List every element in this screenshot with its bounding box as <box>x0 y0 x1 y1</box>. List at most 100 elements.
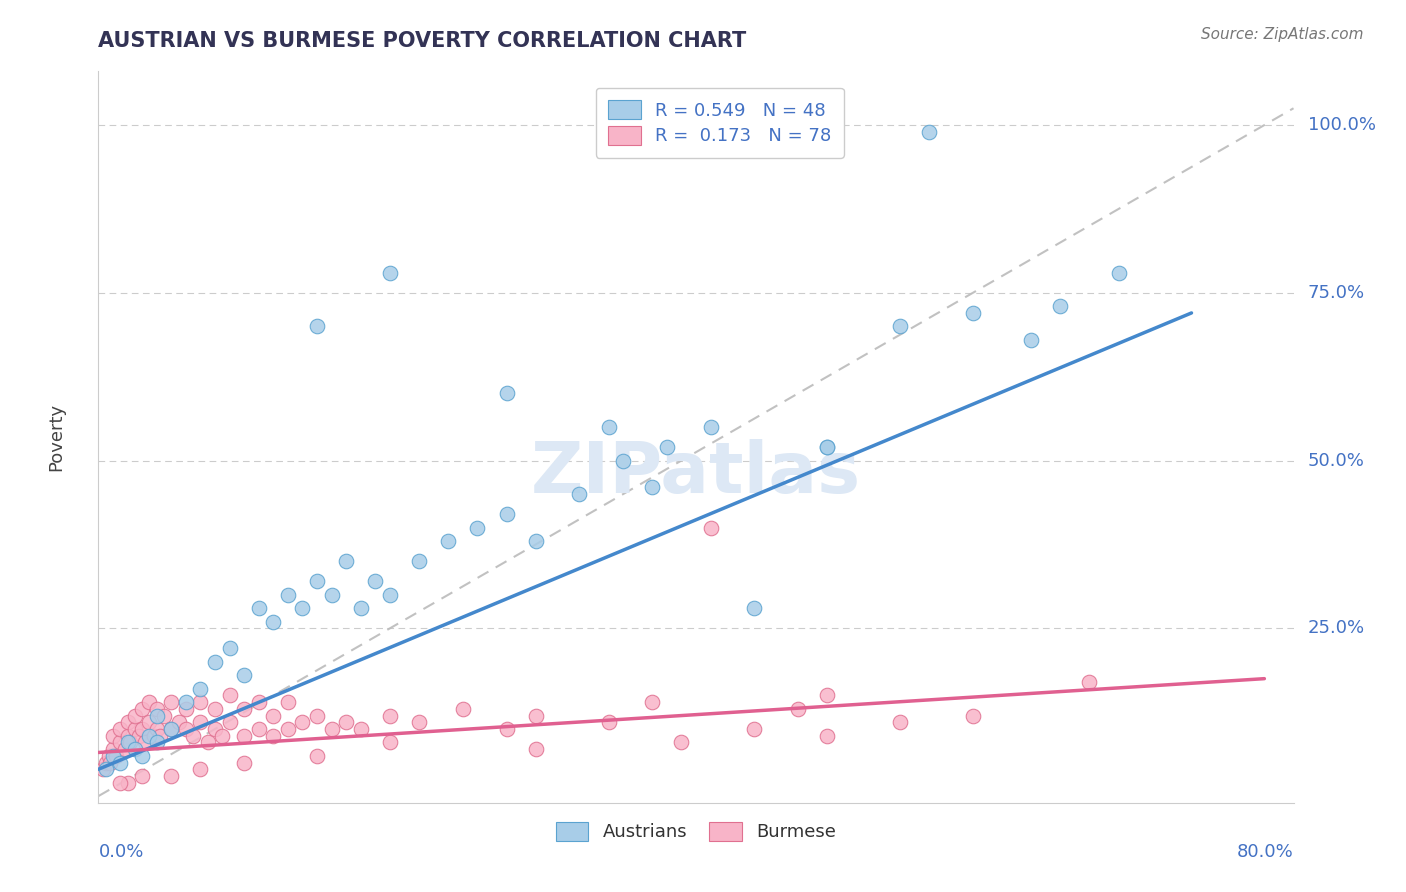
Point <box>190 695 212 709</box>
Text: Poverty: Poverty <box>48 403 66 471</box>
Point <box>131 722 153 736</box>
Point <box>190 762 212 776</box>
Point <box>815 440 838 454</box>
Point <box>889 319 911 334</box>
Point <box>598 420 620 434</box>
Point <box>160 769 183 783</box>
Point <box>451 702 474 716</box>
Point <box>335 554 357 568</box>
Point <box>145 722 167 736</box>
Text: AUSTRIAN VS BURMESE POVERTY CORRELATION CHART: AUSTRIAN VS BURMESE POVERTY CORRELATION … <box>98 31 747 51</box>
Point <box>94 756 117 770</box>
Point <box>598 715 620 730</box>
Point <box>699 420 721 434</box>
Text: 100.0%: 100.0% <box>1308 116 1376 134</box>
Point <box>815 689 838 703</box>
Point <box>437 534 460 549</box>
Point <box>204 655 226 669</box>
Point <box>174 695 197 709</box>
Point <box>145 708 167 723</box>
Point <box>101 729 124 743</box>
Point <box>138 715 160 730</box>
Point <box>321 722 343 736</box>
Point <box>98 756 121 770</box>
Point <box>612 453 634 467</box>
Point <box>211 729 233 743</box>
Point <box>262 708 284 723</box>
Point <box>190 715 212 730</box>
Legend: Austrians, Burmese: Austrians, Burmese <box>548 814 844 848</box>
Point <box>1049 299 1071 313</box>
Point <box>138 729 160 743</box>
Point <box>889 715 911 730</box>
Point <box>145 702 167 716</box>
Text: ZIPatlas: ZIPatlas <box>531 439 860 508</box>
Point <box>204 722 226 736</box>
Point <box>1108 266 1130 280</box>
Point <box>117 735 139 749</box>
Point <box>153 708 176 723</box>
Point <box>918 125 941 139</box>
Point <box>160 695 183 709</box>
Point <box>117 775 139 789</box>
Point <box>160 722 183 736</box>
Point <box>378 588 401 602</box>
Point <box>962 306 984 320</box>
Point <box>218 715 240 730</box>
Point <box>742 722 765 736</box>
Text: 50.0%: 50.0% <box>1308 451 1365 469</box>
Point <box>174 702 197 716</box>
Point <box>174 722 197 736</box>
Point <box>233 729 256 743</box>
Point <box>277 695 299 709</box>
Point <box>97 748 120 763</box>
Point <box>167 715 190 730</box>
Point <box>110 722 132 736</box>
Point <box>524 742 547 756</box>
Point <box>291 715 314 730</box>
Point <box>277 722 299 736</box>
Point <box>277 588 299 602</box>
Point <box>467 521 489 535</box>
Point <box>131 769 153 783</box>
Point <box>110 735 132 749</box>
Point <box>641 695 664 709</box>
Point <box>91 762 114 776</box>
Point <box>291 601 314 615</box>
Point <box>190 681 212 696</box>
Point <box>1078 675 1101 690</box>
Point <box>787 702 810 716</box>
Point <box>218 641 240 656</box>
Point <box>742 601 765 615</box>
Point <box>110 756 132 770</box>
Point <box>262 615 284 629</box>
Point <box>128 729 150 743</box>
Point <box>524 708 547 723</box>
Point <box>145 735 167 749</box>
Point <box>142 729 165 743</box>
Point <box>671 735 693 749</box>
Point <box>204 702 226 716</box>
Point <box>335 715 357 730</box>
Point <box>94 762 117 776</box>
Point <box>120 735 142 749</box>
Point <box>218 689 240 703</box>
Point <box>641 480 664 494</box>
Point <box>247 601 270 615</box>
Point <box>104 748 127 763</box>
Point <box>962 708 984 723</box>
Point <box>233 668 256 682</box>
Text: 75.0%: 75.0% <box>1308 284 1365 301</box>
Point <box>350 601 373 615</box>
Point <box>524 534 547 549</box>
Point <box>568 487 591 501</box>
Point <box>117 729 139 743</box>
Point <box>247 695 270 709</box>
Point <box>233 702 256 716</box>
Point <box>408 554 430 568</box>
Point <box>124 742 146 756</box>
Point <box>699 521 721 535</box>
Point <box>378 266 401 280</box>
Point <box>149 729 172 743</box>
Point <box>233 756 256 770</box>
